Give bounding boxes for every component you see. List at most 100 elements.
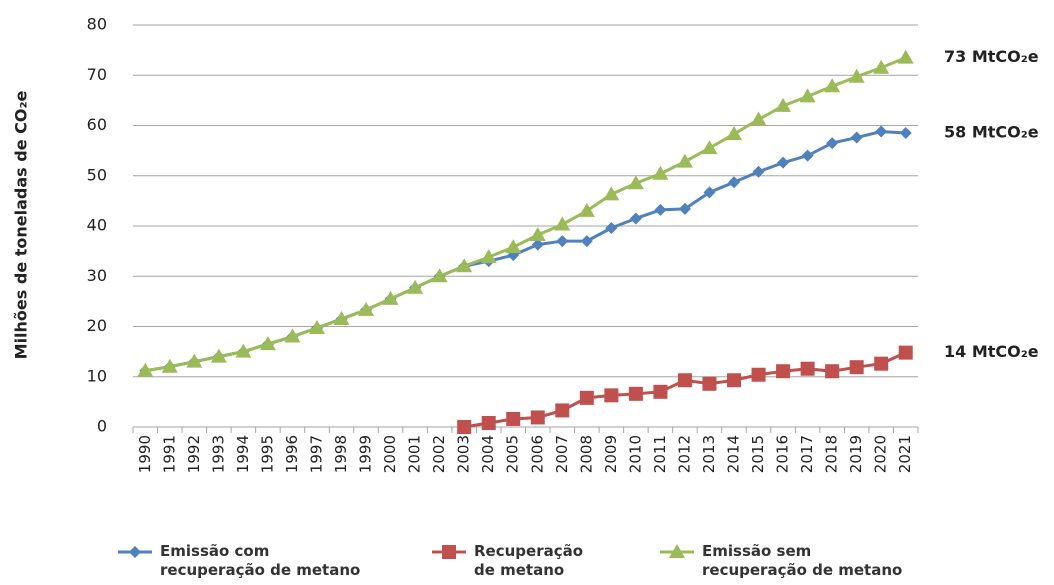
- marker: [284, 328, 301, 343]
- marker: [308, 320, 325, 335]
- marker: [579, 390, 594, 405]
- marker: [702, 376, 717, 391]
- marker: [505, 239, 522, 254]
- marker: [676, 153, 693, 168]
- marker: [750, 111, 767, 126]
- x-tick-label: 2020: [872, 435, 890, 473]
- marker: [186, 353, 203, 368]
- marker: [259, 336, 276, 351]
- marker: [556, 235, 569, 248]
- marker: [210, 348, 227, 363]
- x-tick-label: 2012: [675, 435, 693, 473]
- marker: [605, 222, 618, 235]
- marker: [604, 388, 619, 403]
- legend-icon: [432, 545, 466, 559]
- y-tick-label: 0: [97, 417, 107, 436]
- x-tick-label: 2008: [577, 435, 595, 473]
- marker: [701, 140, 718, 155]
- x-tick-label: 2004: [479, 435, 497, 473]
- x-tick-label: 1990: [136, 435, 154, 473]
- marker: [531, 238, 544, 251]
- legend-label: Emissão sem recuperação de metano: [702, 542, 903, 579]
- end-label: 14 MtCO₂e: [944, 342, 1039, 361]
- marker: [776, 364, 791, 379]
- x-tick-label: 2013: [700, 435, 718, 473]
- x-tick-label: 1992: [185, 435, 203, 473]
- marker: [826, 137, 839, 150]
- x-tick-label: 1993: [209, 435, 227, 473]
- series-line: [145, 130, 906, 373]
- chart: Milhões de toneladas de CO₂e 0 10 20 30 40 50…: [12, 15, 1039, 474]
- marker: [849, 360, 864, 375]
- marker: [775, 97, 792, 112]
- marker: [382, 290, 399, 305]
- marker: [824, 78, 841, 93]
- marker: [129, 546, 141, 558]
- marker: [627, 175, 644, 190]
- x-tick-label: 2010: [626, 435, 644, 473]
- marker: [850, 131, 863, 144]
- marker: [677, 373, 692, 388]
- y-axis-label: Milhões de toneladas de CO₂e: [12, 91, 31, 360]
- marker: [703, 186, 716, 199]
- marker: [899, 127, 912, 140]
- marker: [825, 364, 840, 379]
- series-line: [145, 56, 907, 373]
- marker: [728, 176, 741, 189]
- marker: [578, 202, 595, 217]
- marker: [726, 126, 743, 141]
- marker: [727, 373, 742, 388]
- end-label: 73 MtCO₂e: [944, 47, 1039, 66]
- x-tick-label: 2016: [774, 435, 792, 473]
- x-tick-label: 2011: [651, 435, 669, 473]
- marker: [654, 203, 667, 216]
- marker: [333, 310, 350, 325]
- marker: [603, 186, 620, 201]
- x-tick-label: 1995: [258, 435, 276, 473]
- marker: [554, 216, 571, 231]
- marker: [669, 544, 685, 558]
- x-tick-label: 2007: [553, 435, 571, 473]
- x-tick-label: 2014: [725, 435, 743, 473]
- x-tick-label: 1991: [160, 435, 178, 473]
- x-tick-label: 2001: [406, 435, 424, 473]
- x-tick-label: 2019: [847, 435, 865, 473]
- x-tick-label: 1994: [234, 435, 252, 473]
- legend-icon: [118, 546, 152, 558]
- marker: [161, 358, 178, 373]
- marker: [801, 149, 814, 162]
- marker: [358, 301, 375, 316]
- marker: [628, 386, 643, 401]
- marker: [555, 403, 570, 418]
- x-tick-label: 2000: [381, 435, 399, 473]
- x-tick-label: 2015: [749, 435, 767, 473]
- marker: [580, 235, 593, 248]
- end-label: 58 MtCO₂e: [944, 123, 1039, 142]
- marker: [652, 165, 669, 180]
- x-tick-label: 1999: [357, 435, 375, 473]
- x-tick-label: 2017: [798, 435, 816, 473]
- marker: [481, 415, 496, 430]
- marker: [752, 165, 765, 178]
- x-tick-label: 2009: [602, 435, 620, 473]
- marker: [456, 258, 473, 273]
- marker: [897, 49, 914, 64]
- x-tick-label: 1996: [283, 435, 301, 473]
- y-tick-label: 10: [87, 366, 107, 385]
- x-tick-label: 1997: [307, 435, 325, 473]
- marker: [480, 249, 497, 264]
- legend-item: Emissão com recuperação de metano: [118, 542, 370, 580]
- x-tick-label: 2003: [455, 435, 473, 473]
- marker: [529, 227, 546, 242]
- x-tick-label: 2002: [430, 435, 448, 473]
- legend-icon: [660, 544, 694, 558]
- marker: [407, 279, 424, 294]
- marker: [875, 125, 888, 138]
- series-line: [463, 351, 907, 429]
- y-tick-label: 50: [87, 165, 107, 184]
- y-tick-label: 40: [87, 216, 107, 235]
- marker: [678, 202, 691, 215]
- y-tick-label: 70: [87, 65, 107, 84]
- legend-item: Recuperação de metano: [432, 542, 594, 580]
